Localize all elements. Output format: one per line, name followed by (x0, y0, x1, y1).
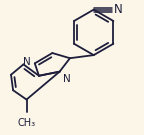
Text: N: N (114, 3, 123, 16)
Text: N: N (63, 74, 70, 84)
Text: CH₃: CH₃ (17, 118, 36, 128)
Text: N: N (23, 57, 31, 67)
